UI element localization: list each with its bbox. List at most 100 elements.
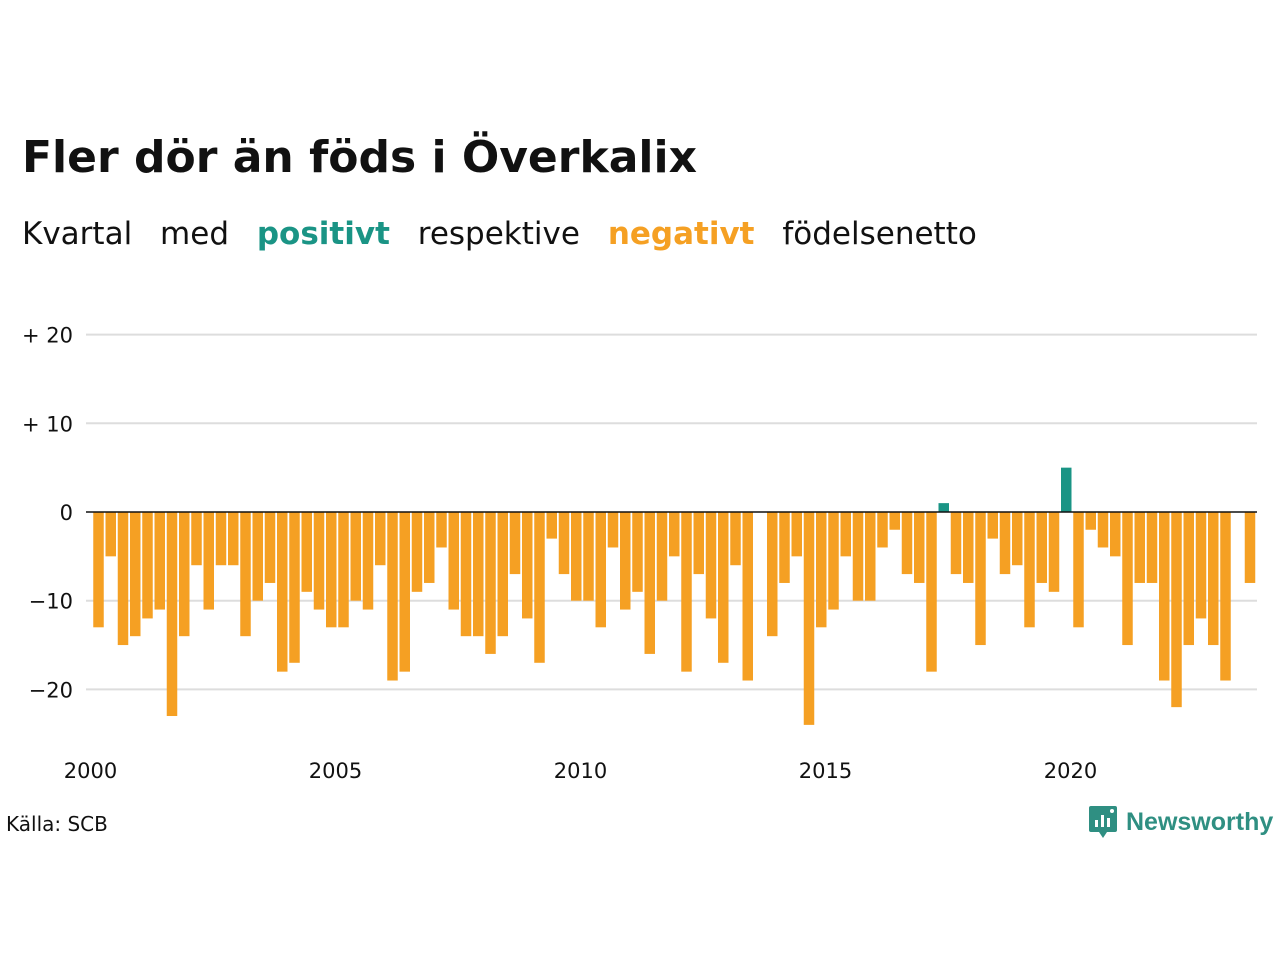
bar-2007Q3 xyxy=(460,512,472,637)
bar-2012Q4 xyxy=(718,512,729,663)
chart-subtitle: Kvartal med positivt respektive negativt… xyxy=(22,216,995,252)
bar-2017Q2 xyxy=(938,503,949,512)
bar-2004Q4 xyxy=(326,512,337,628)
newsworthy-logo: Newsworthy xyxy=(1088,804,1273,840)
bar-series xyxy=(93,467,1256,725)
bar-2013Q4 xyxy=(767,512,778,637)
bar-2002Q4 xyxy=(228,512,239,566)
bar-2010Q3 xyxy=(607,512,619,548)
subtitle-negative-label: negativt xyxy=(607,216,755,252)
bar-2014Q3 xyxy=(803,512,815,725)
bar-2018Q4 xyxy=(1012,512,1023,566)
bar-2011Q3 xyxy=(656,512,668,601)
x-tick-label: 2015 xyxy=(799,759,852,783)
bar-2006Q3 xyxy=(411,512,423,592)
bar-2012Q1 xyxy=(681,512,692,672)
bar-2009Q2 xyxy=(546,512,557,539)
bar-2001Q1 xyxy=(142,512,153,619)
bar-2005Q4 xyxy=(375,512,386,566)
bar-2005Q1 xyxy=(338,512,349,628)
subtitle-word-fodelsenetto: födelsenetto xyxy=(782,216,977,252)
bar-2019Q3 xyxy=(1048,512,1060,592)
bar-2009Q3 xyxy=(558,512,570,575)
bar-2021Q1 xyxy=(1122,512,1133,646)
bar-2020Q4 xyxy=(1110,512,1121,557)
bar-2018Q3 xyxy=(999,512,1011,575)
bar-2019Q4 xyxy=(1061,467,1072,512)
newsworthy-logo-icon xyxy=(1089,806,1117,838)
x-tick-label: 2010 xyxy=(554,759,607,783)
bar-2020Q1 xyxy=(1073,512,1084,628)
bar-2019Q2 xyxy=(1036,512,1047,583)
bar-2005Q3 xyxy=(362,512,374,610)
bar-2023Q1 xyxy=(1220,512,1231,681)
subtitle-word-kvartal: Kvartal xyxy=(22,216,133,252)
bar-2009Q1 xyxy=(534,512,545,663)
bar-2010Q2 xyxy=(595,512,606,628)
bar-2000Q2 xyxy=(105,512,116,557)
bar-2022Q2 xyxy=(1183,512,1194,646)
bar-2001Q4 xyxy=(179,512,190,637)
bar-2016Q4 xyxy=(914,512,925,583)
bar-2022Q4 xyxy=(1208,512,1219,646)
bar-2007Q2 xyxy=(448,512,459,610)
y-tick-label: + 20 xyxy=(22,324,73,348)
bar-2012Q2 xyxy=(693,512,704,575)
bar-2008Q3 xyxy=(509,512,521,575)
bar-2000Q3 xyxy=(117,512,129,646)
bar-2003Q2 xyxy=(252,512,263,601)
bar-2019Q1 xyxy=(1024,512,1035,628)
bar-2003Q1 xyxy=(240,512,251,637)
bar-2016Q1 xyxy=(877,512,888,548)
bar-2003Q3 xyxy=(264,512,276,583)
bar-2020Q2 xyxy=(1085,512,1096,530)
bar-2002Q3 xyxy=(215,512,227,566)
bar-2021Q3 xyxy=(1146,512,1158,583)
bar-2008Q4 xyxy=(522,512,533,619)
y-tick-label: −10 xyxy=(29,590,73,614)
bar-2011Q2 xyxy=(644,512,655,654)
x-axis-labels: 2000 2005 2010 2015 2020 xyxy=(64,759,1097,783)
bar-2021Q4 xyxy=(1159,512,1170,681)
bar-2017Q1 xyxy=(926,512,937,672)
bar-2018Q1 xyxy=(975,512,986,646)
bar-2013Q2 xyxy=(742,512,753,681)
bar-2014Q1 xyxy=(779,512,790,583)
bar-2006Q4 xyxy=(424,512,435,583)
bar-2023Q3 xyxy=(1244,512,1256,583)
bar-2016Q3 xyxy=(901,512,913,575)
y-tick-label: −20 xyxy=(29,678,73,702)
subtitle-word-respektive: respektive xyxy=(417,216,580,252)
bar-2008Q1 xyxy=(485,512,496,654)
y-tick-label: + 10 xyxy=(22,412,73,436)
bar-2009Q4 xyxy=(571,512,582,601)
bar-2015Q2 xyxy=(840,512,851,557)
bar-2006Q1 xyxy=(387,512,398,681)
bar-2011Q4 xyxy=(669,512,680,557)
bar-2004Q3 xyxy=(313,512,325,610)
bar-2015Q4 xyxy=(865,512,876,601)
bar-2004Q2 xyxy=(301,512,312,592)
bar-2016Q2 xyxy=(889,512,900,530)
bar-2010Q1 xyxy=(583,512,594,601)
bar-2006Q2 xyxy=(399,512,410,672)
bar-2000Q4 xyxy=(130,512,141,637)
bar-2022Q1 xyxy=(1171,512,1182,708)
bar-2022Q3 xyxy=(1195,512,1207,619)
bar-2017Q4 xyxy=(963,512,974,583)
subtitle-positive-label: positivt xyxy=(256,216,390,252)
x-tick-label: 2005 xyxy=(309,759,362,783)
bar-2001Q3 xyxy=(166,512,178,717)
bar-2007Q1 xyxy=(436,512,447,548)
x-tick-label: 2000 xyxy=(64,759,117,783)
bar-2014Q2 xyxy=(791,512,802,557)
bar-2003Q4 xyxy=(277,512,288,672)
bar-2021Q2 xyxy=(1134,512,1145,583)
bar-2013Q1 xyxy=(730,512,741,566)
y-tick-label: 0 xyxy=(60,501,73,525)
bar-2002Q1 xyxy=(191,512,202,566)
bar-2007Q4 xyxy=(473,512,484,637)
y-axis-labels: + 20 + 10 0 −10 −20 xyxy=(22,324,73,703)
bar-2020Q3 xyxy=(1097,512,1109,548)
bar-2004Q1 xyxy=(289,512,300,663)
